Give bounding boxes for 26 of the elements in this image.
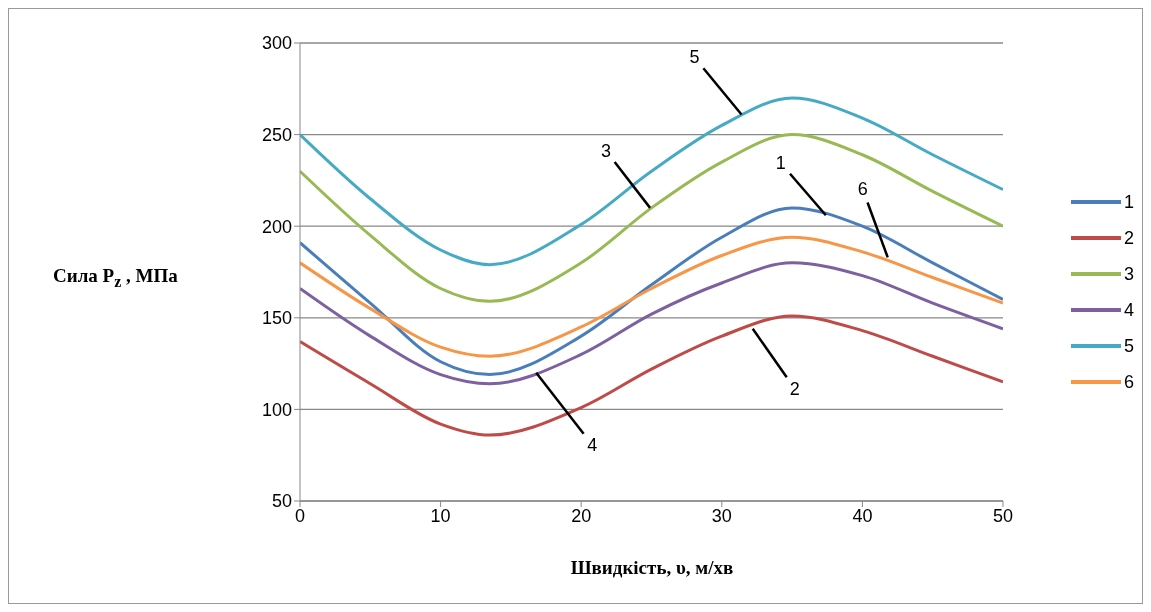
y-tick-label: 50	[271, 491, 292, 512]
legend-label: 1	[1123, 191, 1134, 213]
legend-label: 6	[1123, 371, 1134, 393]
y-tick-label: 300	[261, 33, 292, 54]
annotation: 3	[601, 140, 612, 161]
legend-label: 5	[1123, 335, 1134, 357]
x-tick-label: 30	[711, 505, 732, 526]
x-tick-label: 0	[294, 505, 306, 526]
x-axis-title: Швидкість, υ, м/хв	[569, 557, 735, 579]
x-tick-label: 50	[992, 505, 1014, 526]
annotation: 1	[775, 153, 786, 174]
legend-label: 2	[1123, 227, 1134, 249]
annotation: 4	[587, 434, 598, 455]
y-tick-label: 200	[261, 216, 292, 237]
y-tick-label: 100	[261, 399, 292, 420]
annotation: 2	[789, 378, 800, 399]
annotation: 5	[689, 47, 700, 68]
x-tick-label: 40	[852, 505, 873, 526]
legend-label: 4	[1123, 299, 1134, 321]
y-axis-title: Сила P$_{z}$ , МПа	[53, 265, 178, 291]
x-tick-label: 20	[571, 505, 592, 526]
legend-label: 3	[1123, 263, 1134, 285]
y-tick-label: 250	[261, 124, 292, 145]
y-tick-label: 150	[261, 308, 292, 329]
annotation: 6	[857, 179, 868, 200]
x-tick-label: 10	[430, 505, 451, 526]
